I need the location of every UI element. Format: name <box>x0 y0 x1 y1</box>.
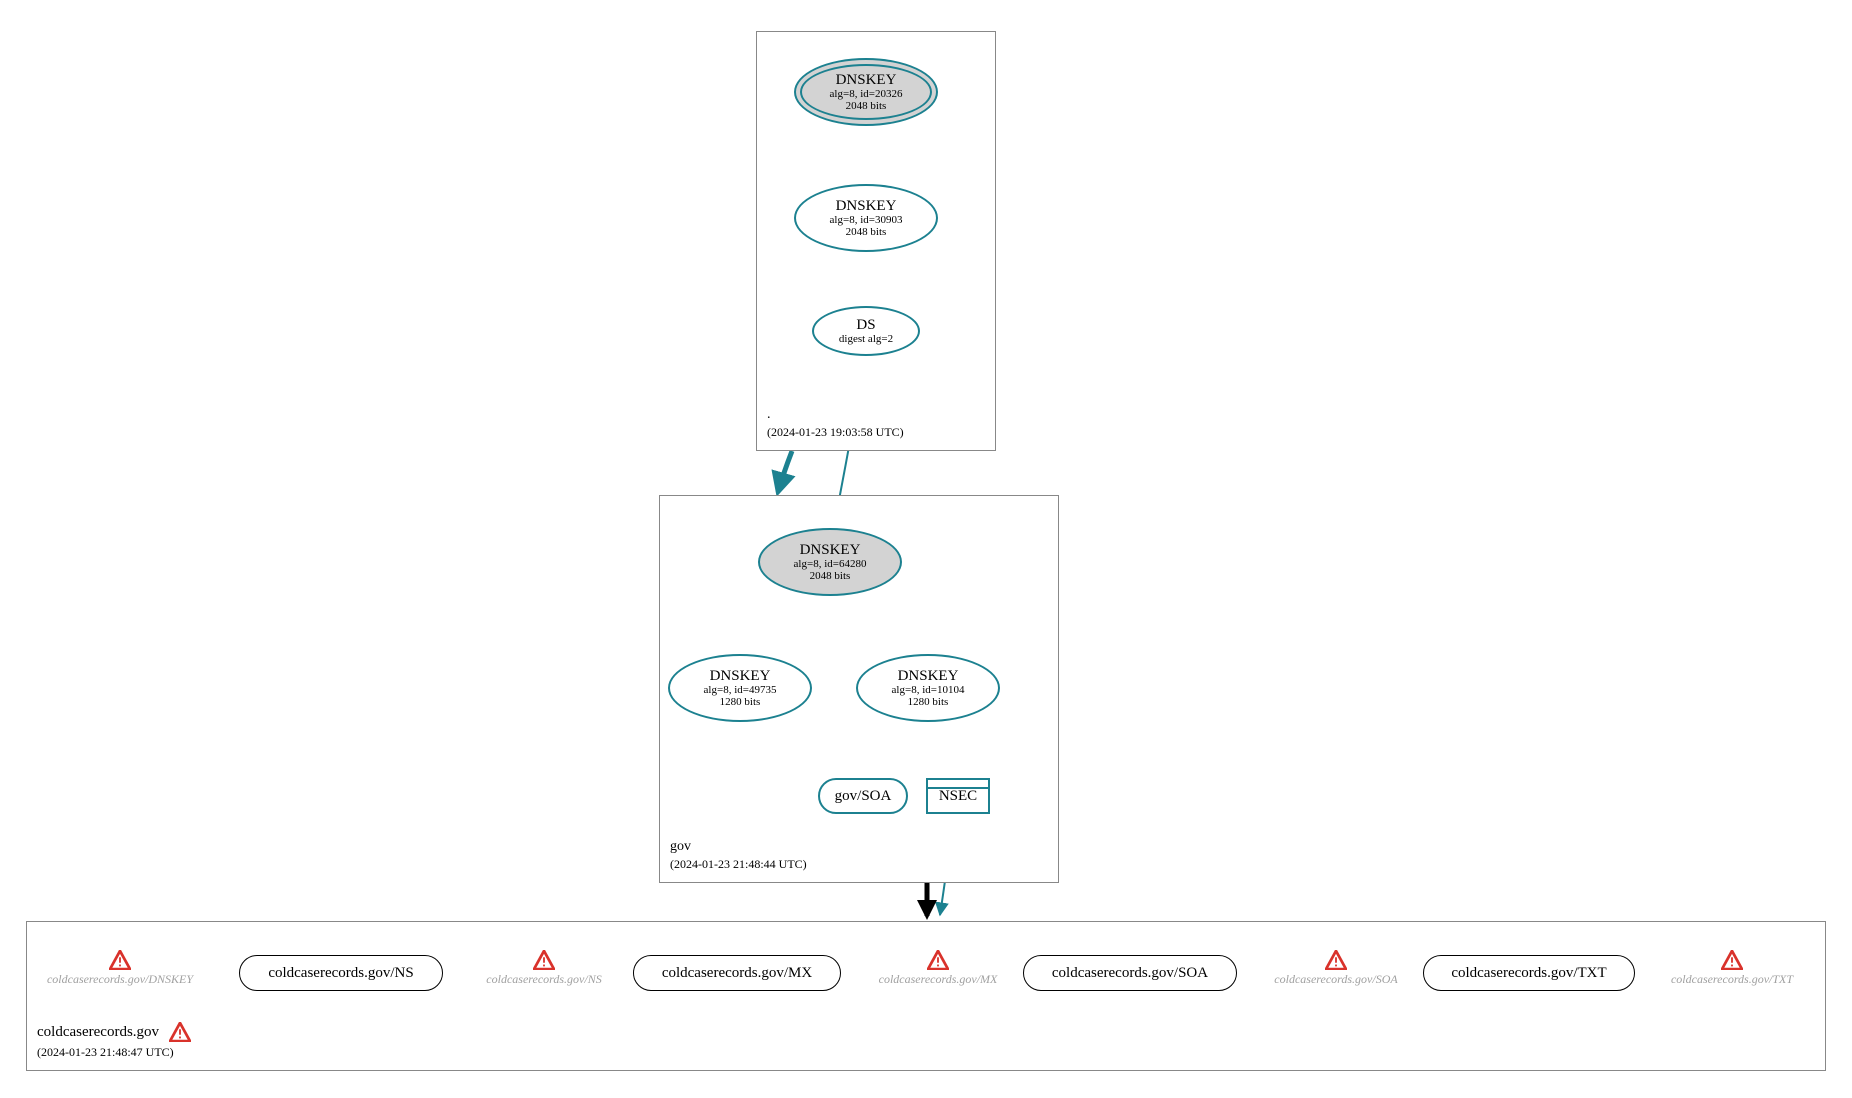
node-sub1: alg=8, id=30903 <box>830 214 903 226</box>
warn-label: coldcaserecords.gov/MX <box>879 972 998 987</box>
node-title: DNSKEY <box>836 72 897 89</box>
warning-icon <box>1325 950 1347 970</box>
warn-label: coldcaserecords.gov/TXT <box>1671 972 1793 987</box>
node-title: DNSKEY <box>710 668 771 685</box>
node-label: NSEC <box>939 788 977 805</box>
edge-root_zone-gov_zone <box>778 451 792 492</box>
warning-icon <box>927 950 949 970</box>
warn-label: coldcaserecords.gov/NS <box>486 972 601 987</box>
zone-ts: (2024-01-23 21:48:44 UTC) <box>670 857 807 871</box>
warn-w_soa: coldcaserecords.gov/SOA <box>1236 950 1436 987</box>
warn-w_mx: coldcaserecords.gov/MX <box>838 950 1038 987</box>
node-label: gov/SOA <box>835 788 892 805</box>
node-sub2: 1280 bits <box>720 696 761 708</box>
node-root_zsk[interactable]: DNSKEYalg=8, id=309032048 bits <box>794 184 938 252</box>
zone-label: gov (2024-01-23 21:48:44 UTC) <box>670 838 807 874</box>
node-title: DS <box>856 317 875 334</box>
node-sub2: 2048 bits <box>846 226 887 238</box>
record-label: coldcaserecords.gov/TXT <box>1451 965 1606 982</box>
node-gov_zsk1[interactable]: DNSKEYalg=8, id=497351280 bits <box>668 654 812 722</box>
node-gov_ksk[interactable]: DNSKEYalg=8, id=642802048 bits <box>758 528 902 596</box>
record-label: coldcaserecords.gov/NS <box>268 965 413 982</box>
zone-ts: (2024-01-23 21:48:47 UTC) <box>37 1045 174 1059</box>
node-root_ds[interactable]: DSdigest alg=2 <box>812 306 920 356</box>
warn-label: coldcaserecords.gov/SOA <box>1274 972 1397 987</box>
node-title: DNSKEY <box>898 668 959 685</box>
node-gov_soa[interactable]: gov/SOA <box>818 778 908 814</box>
zone-domain: coldcaserecords.gov (2024-01-23 21:48:47… <box>26 921 1826 1071</box>
warning-icon <box>533 950 555 970</box>
node-nsec[interactable]: NSEC <box>926 778 990 814</box>
node-sub1: digest alg=2 <box>839 333 893 345</box>
node-title: DNSKEY <box>800 542 861 559</box>
node-root_ksk[interactable]: DNSKEYalg=8, id=203262048 bits <box>794 58 938 126</box>
zone-name: . <box>767 407 771 422</box>
node-sub1: alg=8, id=49735 <box>704 684 777 696</box>
record-rec_mx[interactable]: coldcaserecords.gov/MX <box>633 955 841 991</box>
node-sub2: 1280 bits <box>908 696 949 708</box>
node-sub1: alg=8, id=20326 <box>830 88 903 100</box>
node-gov_zsk2[interactable]: DNSKEYalg=8, id=101041280 bits <box>856 654 1000 722</box>
zone-ts: (2024-01-23 19:03:58 UTC) <box>767 425 904 439</box>
node-sub1: alg=8, id=64280 <box>794 558 867 570</box>
node-sub2: 2048 bits <box>810 570 851 582</box>
zone-name: coldcaserecords.gov <box>37 1024 159 1040</box>
node-sub1: alg=8, id=10104 <box>892 684 965 696</box>
warn-w_ns: coldcaserecords.gov/NS <box>444 950 644 987</box>
record-rec_ns[interactable]: coldcaserecords.gov/NS <box>239 955 443 991</box>
node-sub2: 2048 bits <box>846 100 887 112</box>
record-label: coldcaserecords.gov/MX <box>662 965 812 982</box>
record-label: coldcaserecords.gov/SOA <box>1052 965 1208 982</box>
warn-w_dnskey: coldcaserecords.gov/DNSKEY <box>20 950 220 987</box>
warn-label: coldcaserecords.gov/DNSKEY <box>47 972 193 987</box>
zone-label: coldcaserecords.gov (2024-01-23 21:48:47… <box>37 1022 191 1062</box>
warning-icon <box>1721 950 1743 970</box>
zone-name: gov <box>670 839 691 854</box>
record-rec_soa[interactable]: coldcaserecords.gov/SOA <box>1023 955 1237 991</box>
warning-icon <box>109 950 131 970</box>
node-title: DNSKEY <box>836 198 897 215</box>
warning-icon <box>169 1022 191 1042</box>
warn-w_txt: coldcaserecords.gov/TXT <box>1632 950 1832 987</box>
record-rec_txt[interactable]: coldcaserecords.gov/TXT <box>1423 955 1635 991</box>
zone-label: . (2024-01-23 19:03:58 UTC) <box>767 406 904 442</box>
